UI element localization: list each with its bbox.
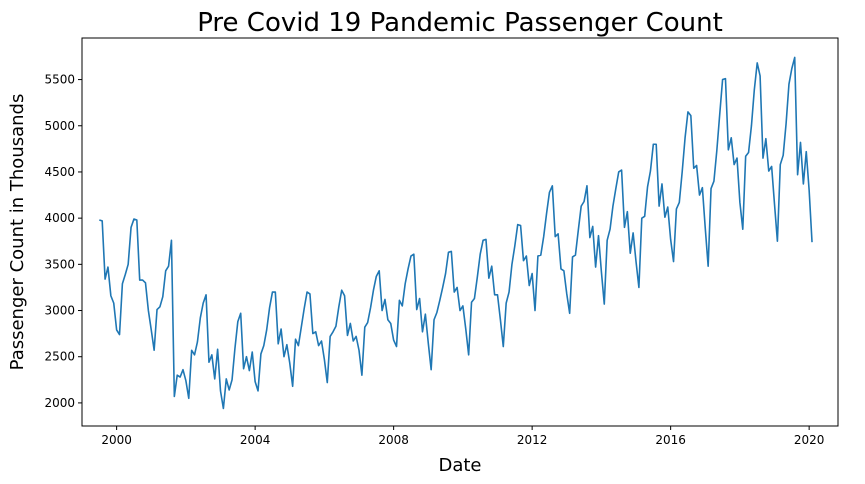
y-tick-label: 2000: [44, 396, 75, 410]
y-tick-label: 5500: [44, 73, 75, 87]
y-tick-label: 3500: [44, 257, 75, 271]
x-axis-label: Date: [438, 455, 481, 476]
chart-title: Pre Covid 19 Pandemic Passenger Count: [197, 8, 723, 38]
y-axis-ticks: 2000 2500 3000 3500 4000 4500 5000 5500: [44, 73, 82, 410]
y-tick-label: 3000: [44, 304, 75, 318]
y-tick-label: 2500: [44, 350, 75, 364]
y-tick-label: 4000: [44, 211, 75, 225]
series-group: [99, 56, 813, 410]
y-axis-label: Passenger Count in Thousands: [7, 94, 28, 371]
x-tick-label: 2008: [378, 433, 409, 447]
plot-area-frame: [81, 37, 839, 427]
x-tick-label: 2016: [655, 433, 686, 447]
series-line: [99, 56, 813, 410]
y-tick-label: 4500: [44, 165, 75, 179]
x-tick-label: 2000: [101, 433, 132, 447]
y-tick-label: 5000: [44, 119, 75, 133]
x-tick-label: 2020: [794, 433, 825, 447]
x-tick-label: 2004: [240, 433, 271, 447]
x-axis-ticks: 2000 2004 2008 2012 2016 2020: [101, 426, 824, 447]
x-tick-label: 2012: [517, 433, 548, 447]
